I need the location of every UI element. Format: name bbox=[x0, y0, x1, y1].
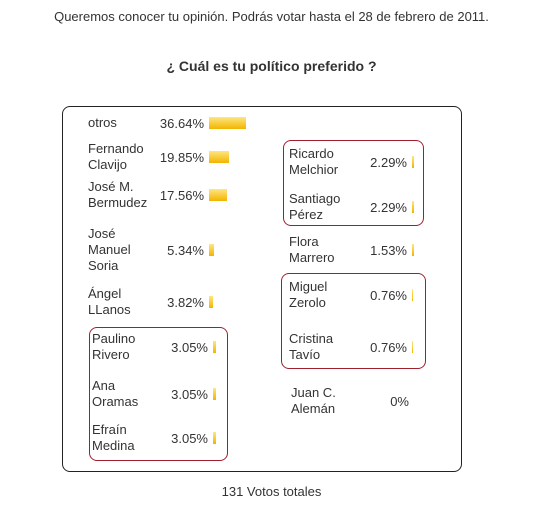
option-name: José M. Bermudez bbox=[88, 179, 148, 210]
poll-option: Juan C. Alemán 0% bbox=[291, 385, 414, 417]
footer: 131 Votos totales bbox=[221, 484, 322, 499]
option-percent: 0.76% bbox=[370, 339, 407, 355]
option-percent: 2.29% bbox=[370, 199, 407, 215]
poll-option: José M. Bermudez 17.56% bbox=[88, 179, 227, 211]
option-percent: 17.56% bbox=[159, 187, 204, 203]
poll-option: Efraín Medina 3.05% bbox=[92, 422, 217, 454]
poll-option: Ana Oramas 3.05% bbox=[92, 378, 217, 410]
poll-option: Miguel Zerolo 0.76% bbox=[289, 279, 413, 311]
option-percent: 3.05% bbox=[171, 339, 208, 355]
option-bar bbox=[209, 117, 246, 129]
option-percent: 0% bbox=[390, 393, 409, 409]
option-percent: 1.53% bbox=[370, 242, 407, 258]
option-bar bbox=[209, 296, 213, 308]
option-name: José Manuel Soria bbox=[88, 226, 131, 273]
group-box bbox=[89, 327, 228, 461]
poll-option: Ángel LLanos 3.82% bbox=[88, 286, 213, 318]
results-panel bbox=[62, 106, 462, 472]
option-bar bbox=[412, 201, 415, 213]
option-name: Cristina Tavío bbox=[289, 331, 334, 362]
option-name: Miguel Zerolo bbox=[289, 279, 328, 310]
option-bar bbox=[213, 341, 217, 353]
group-box bbox=[283, 140, 424, 226]
option-percent: 0.76% bbox=[370, 287, 407, 303]
header: Queremos conocer tu opinión. Podrás vota… bbox=[54, 9, 489, 24]
option-bar bbox=[209, 244, 215, 256]
option-name: Fernando Clavijo bbox=[88, 141, 144, 172]
option-name: Juan C. Alemán bbox=[291, 385, 336, 416]
option-percent: 3.05% bbox=[171, 386, 208, 402]
poll-option: Flora Marrero 1.53% bbox=[289, 234, 414, 266]
option-bar bbox=[209, 151, 229, 163]
option-bar bbox=[412, 156, 415, 168]
poll-option: Fernando Clavijo 19.85% bbox=[88, 141, 229, 173]
poll-option: Cristina Tavío 0.76% bbox=[289, 331, 413, 363]
option-percent: 3.05% bbox=[171, 430, 208, 446]
option-percent: 3.82% bbox=[167, 294, 204, 310]
option-percent: 5.34% bbox=[167, 242, 204, 258]
poll-option: Santiago Pérez 2.29% bbox=[289, 191, 415, 223]
option-bar bbox=[209, 189, 227, 201]
question: ¿ Cuál es tu político preferido ? bbox=[166, 58, 377, 74]
option-percent: 2.29% bbox=[370, 154, 407, 170]
option-bar bbox=[412, 341, 413, 353]
option-name: Paulino Rivero bbox=[92, 331, 136, 362]
poll-option: otros 36.64% bbox=[88, 115, 246, 131]
option-name: Ricardo Melchior bbox=[289, 146, 339, 177]
option-name: Flora Marrero bbox=[289, 234, 335, 265]
option-name: otros bbox=[88, 115, 117, 130]
option-name: Santiago Pérez bbox=[289, 191, 341, 222]
option-bar bbox=[213, 388, 217, 400]
option-percent: 36.64% bbox=[159, 115, 204, 131]
option-name: Ángel LLanos bbox=[88, 286, 131, 317]
poll-option: José Manuel Soria 5.34% bbox=[88, 226, 215, 274]
poll-option: Paulino Rivero 3.05% bbox=[92, 331, 217, 363]
group-box bbox=[281, 273, 426, 369]
option-name: Efraín Medina bbox=[92, 422, 135, 453]
option-percent: 19.85% bbox=[159, 149, 204, 165]
poll-option: Ricardo Melchior 2.29% bbox=[289, 146, 415, 178]
option-name: Ana Oramas bbox=[92, 378, 139, 409]
option-bar bbox=[412, 289, 413, 301]
option-bar bbox=[412, 244, 414, 256]
option-bar bbox=[213, 432, 217, 444]
